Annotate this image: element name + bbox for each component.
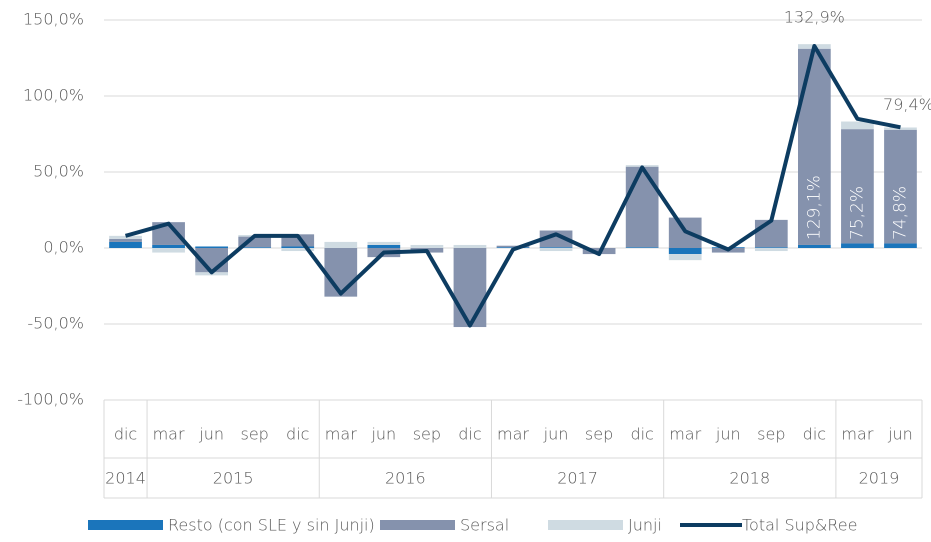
bar (410, 244, 444, 248)
year-label: 2016 (385, 469, 426, 488)
bar (668, 254, 702, 261)
bar (798, 48, 831, 245)
x-tick-label: dic (114, 425, 137, 444)
bar (195, 246, 228, 248)
bar (324, 241, 358, 248)
x-tick-label: jun (715, 425, 741, 444)
bar (754, 219, 788, 248)
line (124, 43, 901, 328)
bar (668, 248, 702, 255)
bar-value-label: 129,1% (804, 175, 824, 240)
x-tick-label: mar (153, 425, 185, 444)
bar (152, 248, 185, 253)
legend-swatch (548, 520, 623, 530)
year-label: 2018 (729, 469, 770, 488)
bar (841, 121, 874, 130)
bar (238, 236, 272, 248)
bar (367, 241, 401, 245)
bar (884, 129, 917, 244)
bar (238, 247, 272, 248)
x-tick-label: mar (841, 425, 873, 444)
bar (109, 238, 142, 242)
bar (539, 247, 573, 248)
x-tick-label: jun (370, 425, 396, 444)
bar (324, 248, 358, 297)
bar (539, 248, 573, 252)
x-tick-label: jun (543, 425, 569, 444)
bar (496, 245, 530, 248)
bar (625, 166, 659, 248)
line-value-label: 132,9% (784, 7, 845, 26)
bar (281, 246, 315, 248)
bar (625, 247, 659, 248)
x-tick-label: jun (198, 425, 224, 444)
bar-value-label: 74,8% (890, 186, 910, 240)
year-label: 2015 (213, 469, 254, 488)
y-tick-label: -100,0% (17, 390, 84, 409)
y-tick-label: 100,0% (23, 86, 84, 105)
bar (453, 244, 487, 248)
x-tick-label: sep (241, 425, 269, 444)
x-tick-label: sep (757, 425, 785, 444)
bar (109, 235, 142, 239)
x-tick-label: mar (325, 425, 357, 444)
x-tick-label: dic (286, 425, 309, 444)
year-label: 2014 (105, 469, 146, 488)
legend-swatch (88, 520, 163, 530)
bar (754, 248, 788, 252)
bar (109, 241, 142, 248)
line-value-label: 79,4% (883, 95, 931, 114)
x-tick-label: dic (630, 425, 653, 444)
x-tick-label: sep (413, 425, 441, 444)
x-tick-label: mar (497, 425, 529, 444)
bar (884, 243, 917, 248)
y-tick-label: 50,0% (33, 162, 84, 181)
legend-label: Resto (con SLE y sin Junji) (168, 516, 375, 535)
bar-value-label: 75,2% (847, 186, 867, 240)
year-label: 2017 (557, 469, 598, 488)
legend-label: Sersal (460, 516, 509, 535)
x-tick-label: dic (803, 425, 826, 444)
bar (539, 230, 573, 248)
legend-label: Total Sup&Ree (742, 516, 857, 535)
x-tick-label: sep (585, 425, 613, 444)
bar (754, 247, 788, 248)
bar (841, 243, 874, 248)
x-tick-label: dic (458, 425, 481, 444)
y-tick-label: 0,0% (43, 238, 84, 257)
y-tick-label: -50,0% (27, 314, 84, 333)
x-tick-label: jun (887, 425, 913, 444)
bar (841, 129, 874, 244)
bar (884, 127, 917, 130)
y-tick-label: 150,0% (23, 10, 84, 29)
legend-swatch (380, 520, 455, 530)
bar (453, 248, 487, 328)
bar (152, 244, 185, 248)
year-label: 2019 (859, 469, 900, 488)
x-tick-label: mar (669, 425, 701, 444)
bar (367, 244, 401, 248)
bar (798, 244, 831, 248)
legend-label: Junji (628, 516, 662, 535)
bar (281, 248, 315, 252)
